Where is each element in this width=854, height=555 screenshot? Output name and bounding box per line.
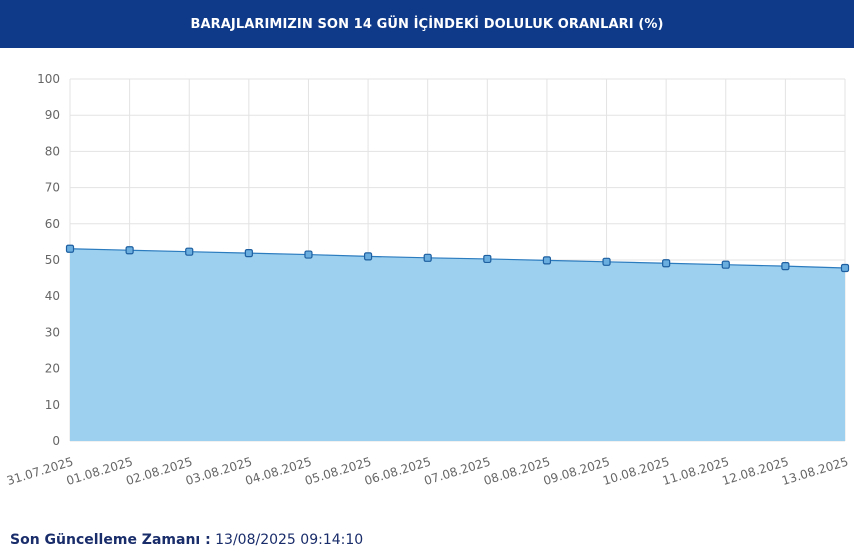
y-tick-label: 10 — [45, 398, 60, 412]
y-tick-label: 100 — [37, 72, 60, 86]
x-tick-label: 10.08.2025 — [601, 454, 671, 487]
page-title: BARAJLARIMIZIN SON 14 GÜN İÇİNDEKİ DOLUL… — [190, 16, 664, 32]
x-tick-label: 08.08.2025 — [482, 454, 552, 487]
data-point — [840, 263, 850, 273]
last-updated-label: Son Güncelleme Zamanı : — [10, 532, 211, 548]
x-tick-label: 06.08.2025 — [363, 454, 433, 487]
data-point — [423, 253, 432, 262]
fill-rate-chart: 0 10 20 30 40 50 60 70 80 90 100 31.07.202501.08.20… — [5, 72, 850, 488]
x-tick-label: 01.08.2025 — [65, 454, 135, 487]
data-point — [125, 246, 134, 255]
y-tick-label: 60 — [45, 217, 60, 231]
y-tick-label: 90 — [45, 108, 60, 122]
data-point — [483, 254, 492, 264]
y-tick-label: 0 — [52, 434, 60, 448]
last-updated: Son Güncelleme Zamanı : 13/08/2025 09:14… — [10, 532, 363, 548]
chart-container: 0 10 20 30 40 50 60 70 80 90 100 31.07.2025 01.08.20… — [0, 48, 854, 518]
data-point — [185, 247, 194, 256]
data-point — [662, 259, 671, 268]
y-tick-label: 20 — [45, 362, 60, 376]
x-tick-label: 03.08.2025 — [184, 454, 254, 487]
last-updated-value: 13/08/2025 09:14:10 — [215, 532, 364, 548]
y-tick-label: 80 — [45, 144, 60, 158]
data-point — [721, 260, 730, 269]
y-tick-label: 70 — [45, 181, 60, 195]
x-tick-label: 12.08.2025 — [720, 454, 790, 487]
x-tick-label: 02.08.2025 — [124, 454, 194, 487]
data-point — [542, 256, 552, 265]
data-point — [304, 250, 313, 259]
data-point — [781, 262, 790, 271]
y-tick-label: 30 — [45, 325, 60, 339]
chart-header: BARAJLARIMIZIN SON 14 GÜN İÇİNDEKİ DOLUL… — [0, 0, 854, 48]
x-tick-label: 04.08.2025 — [244, 454, 314, 487]
data-point — [65, 244, 75, 253]
series-area — [70, 248, 845, 441]
x-tick-label: 13.08.2025 — [780, 454, 850, 487]
data-point — [244, 249, 253, 258]
y-tick-label: 40 — [45, 289, 60, 303]
data-point — [602, 257, 611, 266]
x-tick-label: 31.07.2025 — [5, 454, 75, 487]
series-line — [69, 248, 846, 269]
x-tick-label: 07.08.2025 — [422, 454, 492, 487]
data-point — [363, 252, 373, 261]
x-tick-label: 05.08.2025 — [303, 454, 373, 487]
x-tick-label: 09.08.2025 — [542, 454, 612, 487]
x-tick-label: 11.08.2025 — [661, 454, 731, 487]
y-tick-label: 50 — [45, 253, 60, 267]
